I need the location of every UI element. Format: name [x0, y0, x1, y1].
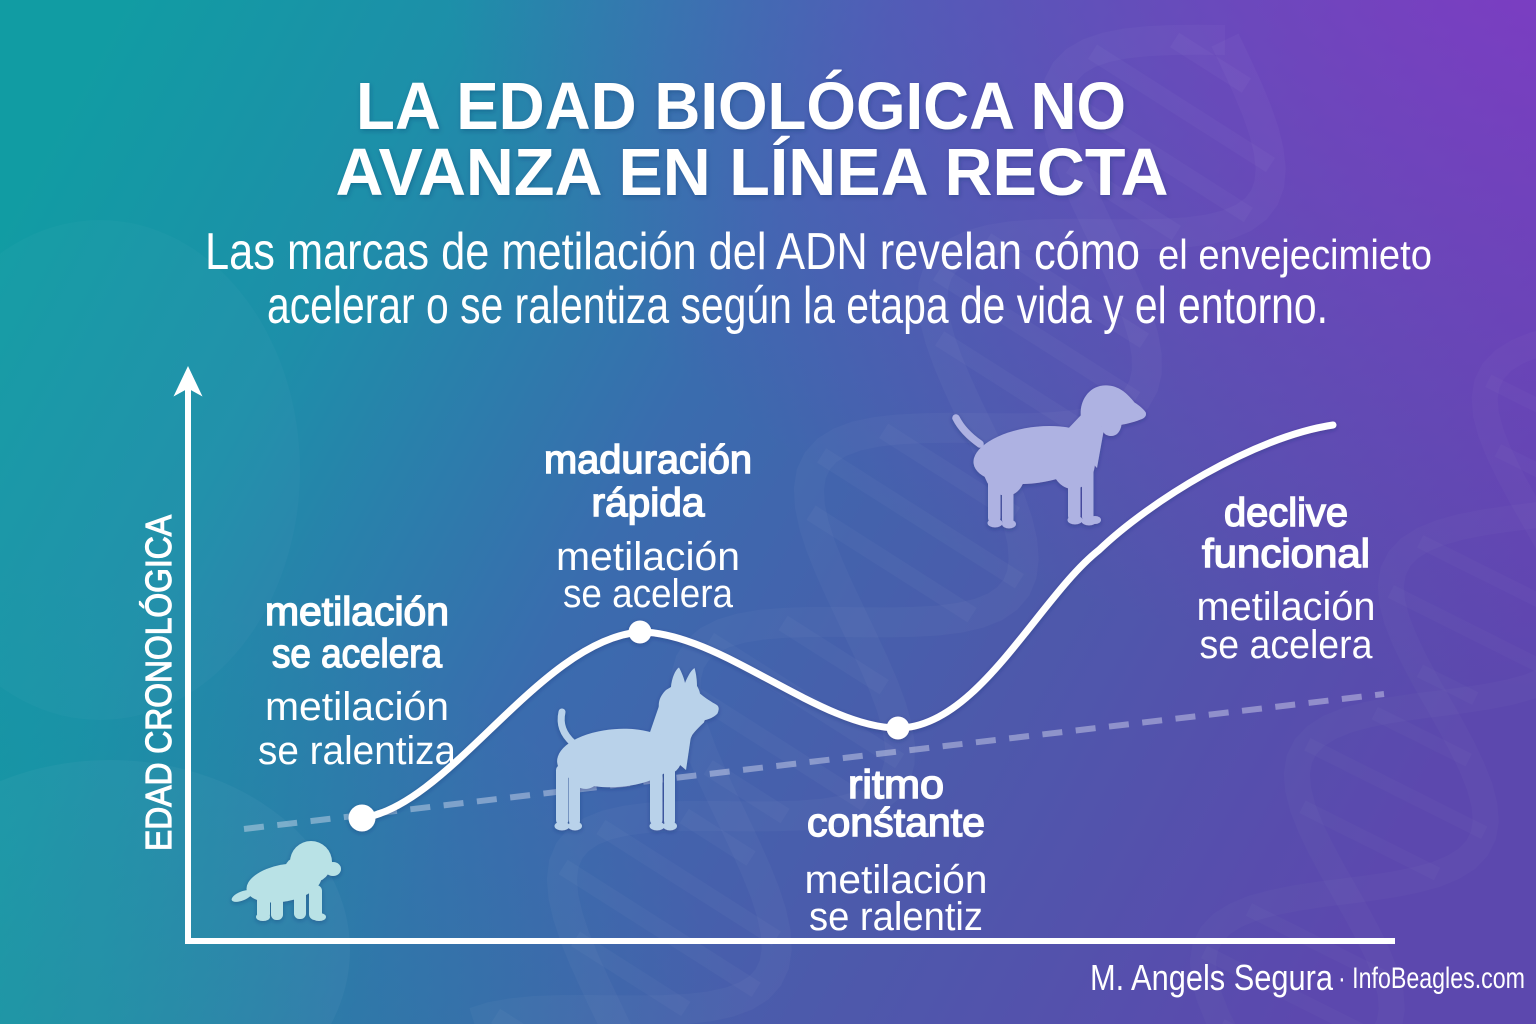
svg-text:AVANZA EN LÍNEA RECTA: AVANZA EN LÍNEA RECTA: [336, 135, 1169, 210]
svg-text:· InfoBeagles.com: · InfoBeagles.com: [1338, 962, 1525, 995]
svg-text:se acelera: se acelera: [272, 632, 443, 676]
svg-text:se ralentiz: se ralentiz: [809, 895, 983, 939]
svg-text:se ralentiza: se ralentiza: [258, 729, 457, 773]
svg-text:metilación: metilación: [265, 590, 449, 634]
svg-text:conśtante: conśtante: [807, 801, 985, 845]
svg-text:metilación: metilación: [556, 535, 740, 579]
svg-text:maduración: maduración: [544, 438, 752, 482]
svg-text:se acelera: se acelera: [563, 572, 734, 616]
svg-text:LA EDAD BIOLÓGICA NO: LA EDAD BIOLÓGICA NO: [356, 69, 1126, 144]
svg-text:metilación: metilación: [805, 858, 988, 902]
svg-text:acelerar o se ralentiza según: acelerar o se ralentiza según la etapa d…: [267, 277, 1328, 335]
svg-text:funcional: funcional: [1202, 532, 1370, 576]
svg-text:metilación: metilación: [265, 685, 449, 729]
svg-text:el envejecimieto: el envejecimieto: [1158, 231, 1432, 278]
svg-text:M. Angels Segura: M. Angels Segura: [1090, 957, 1334, 998]
svg-text:metilación: metilación: [1197, 585, 1376, 629]
svg-text:EDAD CRONOLÓGICA: EDAD CRONOLÓGICA: [138, 515, 179, 851]
svg-text:declive: declive: [1224, 491, 1348, 535]
svg-text:se acelera: se acelera: [1200, 623, 1374, 667]
svg-text:ritmo: ritmo: [848, 763, 944, 807]
svg-text:rápida: rápida: [592, 481, 706, 525]
svg-text:Las marcas de metilación del A: Las marcas de metilación del ADN revelan…: [205, 223, 1140, 281]
